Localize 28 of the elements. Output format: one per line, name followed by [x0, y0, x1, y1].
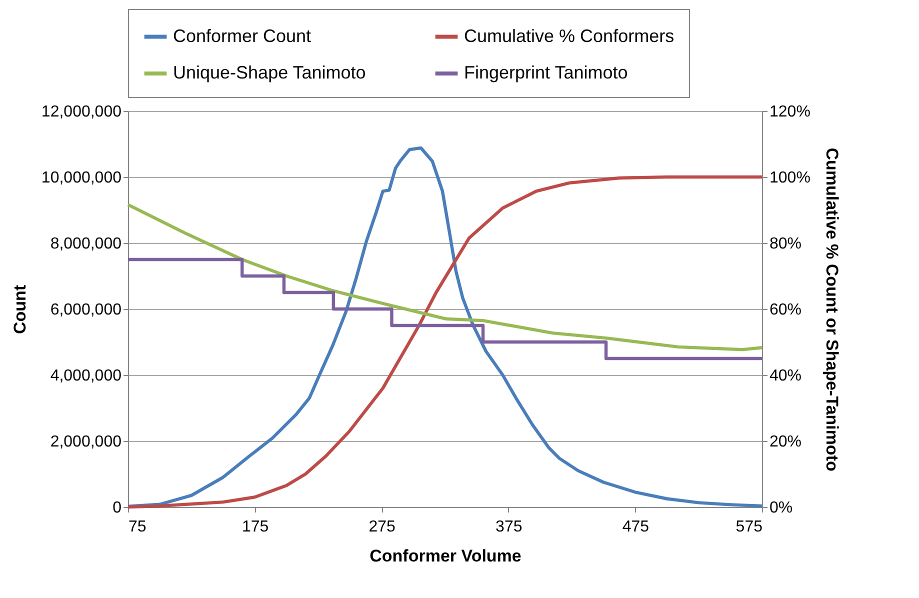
x-tick-label: 475 [622, 518, 650, 536]
y2-tick-label: 20% [770, 434, 802, 450]
y2-tick-label: 40% [770, 368, 802, 384]
x-tick-label: 575 [736, 518, 763, 536]
y2-tick-label: 0% [770, 500, 793, 516]
y-tick-label: 2,000,000 [50, 434, 122, 450]
y-tick-label: 4,000,000 [50, 368, 122, 384]
x-tick-label: 275 [368, 518, 396, 536]
legend-label: Cumulative % Conformers [464, 26, 674, 46]
x-tick-label: 175 [242, 518, 269, 536]
y2-axis-title: Cumulative % Count or Shape-Tanimoto [822, 148, 842, 472]
y-tick-label: 8,000,000 [50, 236, 122, 252]
legend-label: Unique-Shape Tanimoto [173, 62, 366, 82]
x-tick-label: 375 [496, 518, 522, 536]
y-axis-title: Count [10, 284, 30, 334]
y-tick-label: 6,000,000 [50, 302, 122, 318]
y2-tick-label: 60% [770, 302, 802, 318]
x-tick-label: 75 [128, 518, 146, 536]
x-axis-title: Conformer Volume [370, 546, 522, 566]
y2-tick-label: 100% [770, 170, 810, 186]
legend-label: Fingerprint Tanimoto [464, 62, 628, 82]
y-tick-label: 0 [112, 500, 122, 516]
line-series [126, 203, 764, 352]
y-tick-label: 12,000,000 [41, 104, 122, 120]
y-tick-label: 10,000,000 [41, 170, 122, 186]
y2-tick-label: 120% [770, 104, 810, 120]
legend-label: Conformer Count [173, 26, 312, 46]
y2-tick-label: 80% [770, 236, 802, 252]
